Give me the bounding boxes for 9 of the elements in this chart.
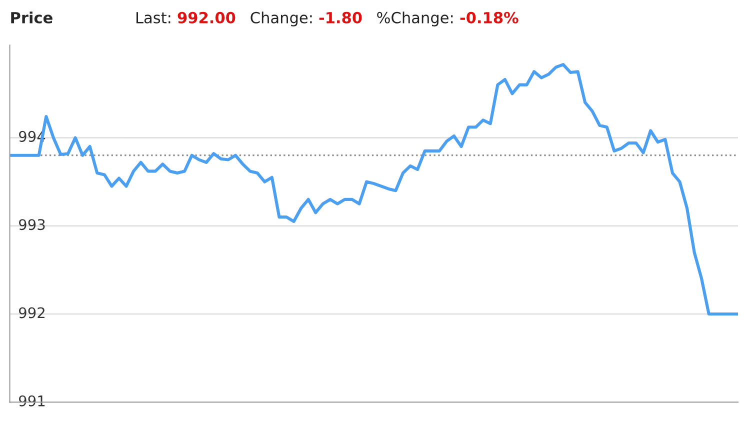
text: -1.80 xyxy=(319,12,362,24)
text: 992.00 xyxy=(178,12,236,24)
text: Change: xyxy=(250,12,312,26)
text: Last: xyxy=(136,12,170,24)
text: -0.18% xyxy=(460,12,518,24)
y-tick-label: 993 xyxy=(19,219,45,230)
text: %Change: xyxy=(377,12,453,26)
chart-title: Price xyxy=(11,12,52,24)
y-tick-label: 992 xyxy=(19,307,44,318)
